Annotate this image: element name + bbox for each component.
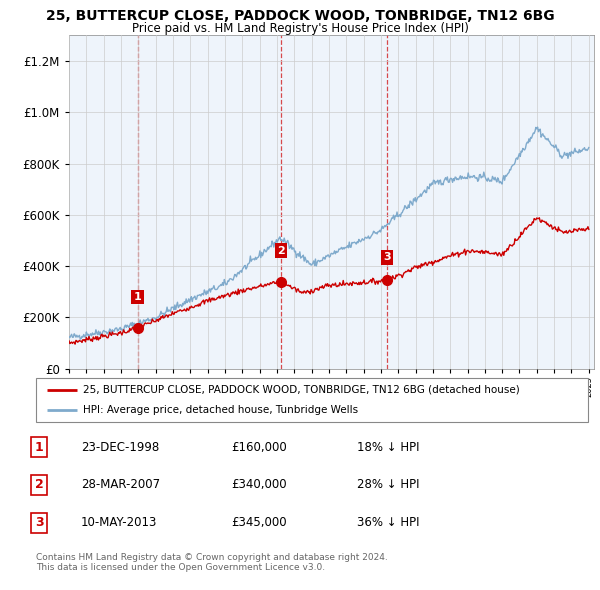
Text: 1: 1	[134, 292, 142, 302]
Text: 10-MAY-2013: 10-MAY-2013	[81, 516, 157, 529]
Text: £345,000: £345,000	[231, 516, 287, 529]
Text: 36% ↓ HPI: 36% ↓ HPI	[357, 516, 419, 529]
Text: 28% ↓ HPI: 28% ↓ HPI	[357, 478, 419, 491]
Text: 2: 2	[35, 478, 43, 491]
Text: £160,000: £160,000	[231, 441, 287, 454]
Text: £340,000: £340,000	[231, 478, 287, 491]
Text: Contains HM Land Registry data © Crown copyright and database right 2024.: Contains HM Land Registry data © Crown c…	[36, 553, 388, 562]
Text: Price paid vs. HM Land Registry's House Price Index (HPI): Price paid vs. HM Land Registry's House …	[131, 22, 469, 35]
Text: 25, BUTTERCUP CLOSE, PADDOCK WOOD, TONBRIDGE, TN12 6BG (detached house): 25, BUTTERCUP CLOSE, PADDOCK WOOD, TONBR…	[83, 385, 520, 395]
Text: 3: 3	[383, 252, 391, 262]
Text: This data is licensed under the Open Government Licence v3.0.: This data is licensed under the Open Gov…	[36, 563, 325, 572]
Text: 23-DEC-1998: 23-DEC-1998	[81, 441, 159, 454]
Text: 25, BUTTERCUP CLOSE, PADDOCK WOOD, TONBRIDGE, TN12 6BG: 25, BUTTERCUP CLOSE, PADDOCK WOOD, TONBR…	[46, 9, 554, 23]
FancyBboxPatch shape	[36, 378, 588, 422]
Text: HPI: Average price, detached house, Tunbridge Wells: HPI: Average price, detached house, Tunb…	[83, 405, 358, 415]
Text: 1: 1	[35, 441, 43, 454]
Text: 2: 2	[277, 246, 285, 256]
Text: 3: 3	[35, 516, 43, 529]
Text: 18% ↓ HPI: 18% ↓ HPI	[357, 441, 419, 454]
Text: 28-MAR-2007: 28-MAR-2007	[81, 478, 160, 491]
